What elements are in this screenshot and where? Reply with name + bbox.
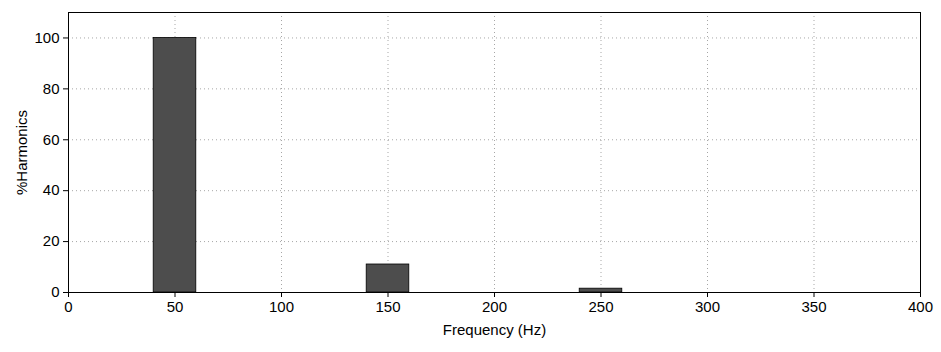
svg-text:100: 100 xyxy=(34,29,59,46)
svg-text:50: 50 xyxy=(167,298,184,315)
svg-text:150: 150 xyxy=(375,298,400,315)
svg-text:0: 0 xyxy=(64,298,72,315)
svg-text:%Harmonics: %Harmonics xyxy=(13,110,30,195)
svg-text:350: 350 xyxy=(801,298,826,315)
svg-text:400: 400 xyxy=(908,298,933,315)
svg-text:Frequency (Hz): Frequency (Hz) xyxy=(443,321,546,338)
svg-text:80: 80 xyxy=(43,80,60,97)
svg-text:40: 40 xyxy=(43,181,60,198)
svg-text:200: 200 xyxy=(482,298,507,315)
svg-text:60: 60 xyxy=(43,131,60,148)
svg-text:20: 20 xyxy=(43,232,60,249)
svg-text:300: 300 xyxy=(695,298,720,315)
svg-text:100: 100 xyxy=(269,298,294,315)
svg-text:0: 0 xyxy=(51,283,59,300)
svg-text:250: 250 xyxy=(588,298,613,315)
